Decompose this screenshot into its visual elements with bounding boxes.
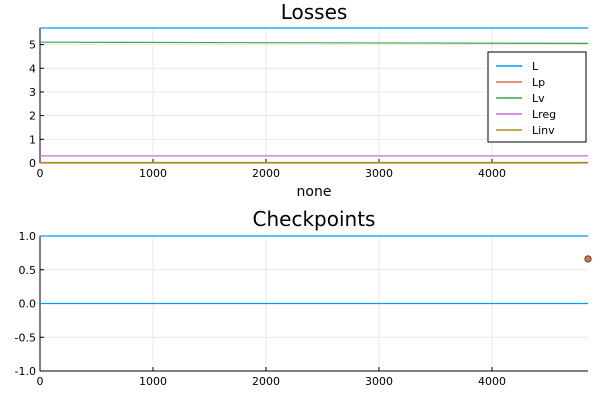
- series-line-lv: [39, 41, 589, 44]
- y-tick-label: 0: [29, 157, 36, 170]
- x-tick-label: 0: [37, 167, 44, 180]
- y-tick-label: 2: [29, 110, 36, 123]
- y-tick-label: 0.5: [19, 264, 37, 277]
- x-tick-label: 4000: [478, 167, 506, 180]
- x-tick-label: 2000: [252, 375, 280, 388]
- x-tick-label: 4000: [478, 375, 506, 388]
- x-tick-label: 1000: [139, 375, 167, 388]
- legend: L Lp Lv Lreg Linv: [487, 51, 587, 143]
- y-tick-label: 3: [29, 86, 36, 99]
- y-tick-label: 0.0: [19, 298, 37, 311]
- chart-title: Checkpoints: [253, 207, 376, 231]
- y-tick-label: 5: [29, 39, 36, 52]
- legend-box: [487, 51, 587, 143]
- checkpoints-chart: Checkpoints 0 1000 2000 3000 4000 -1.0 -0.5 0.0 0…: [15, 207, 592, 388]
- legend-label: L: [532, 60, 539, 73]
- x-tick-label: 2000: [252, 167, 280, 180]
- x-tick-label: 1000: [139, 167, 167, 180]
- y-tick-label: -1.0: [15, 365, 36, 378]
- y-tick-label: 4: [29, 62, 36, 75]
- legend-label: Lp: [532, 76, 545, 89]
- x-tick-label: 0: [37, 375, 44, 388]
- legend-label: Linv: [532, 124, 555, 137]
- x-tick-label: 3000: [365, 167, 393, 180]
- x-axis-label: none: [297, 184, 332, 200]
- y-tick-label: 1: [29, 133, 36, 146]
- y-tick-label: 1.0: [19, 230, 37, 243]
- checkpoint-marker: [584, 255, 592, 263]
- legend-label: Lreg: [532, 108, 556, 121]
- legend-label: Lv: [532, 92, 545, 105]
- chart-title: Losses: [281, 0, 348, 24]
- losses-chart: Losses 0 1000 2000 3000 4000 0 1 2 3 4 5 none L Lp Lv Lr…: [29, 0, 589, 200]
- x-tick-label: 3000: [365, 375, 393, 388]
- y-tick-label: -0.5: [15, 331, 36, 344]
